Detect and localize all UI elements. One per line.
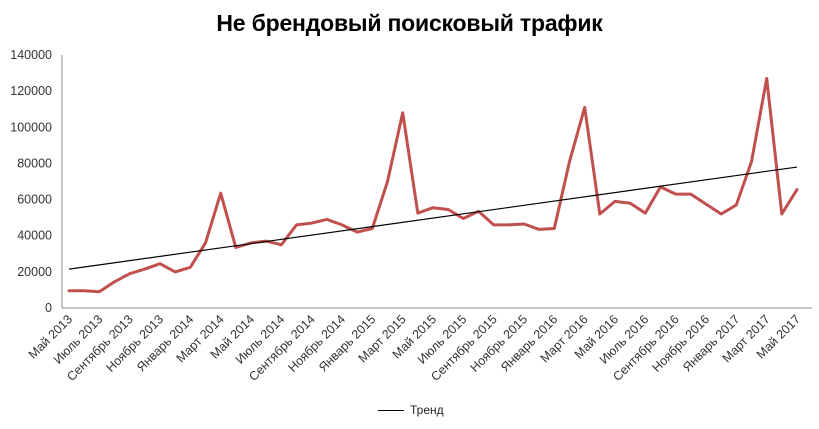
y-tick-label: 120000 [10, 84, 52, 98]
y-tick-label: 60000 [17, 193, 52, 207]
trend-line-swatch-icon [378, 409, 404, 411]
traffic-series-line [67, 77, 799, 294]
y-tick-label: 100000 [10, 120, 52, 134]
y-tick-label: 40000 [17, 229, 52, 243]
y-tick-label: 0 [45, 301, 52, 315]
y-tick-label: 140000 [10, 48, 52, 62]
trend-line [68, 166, 798, 270]
chart-title: Не брендовый поисковый трафик [216, 10, 603, 36]
y-tick-label: 20000 [17, 265, 52, 279]
plot-area [67, 77, 799, 294]
legend: Тренд [378, 403, 444, 417]
legend-trend-label: Тренд [410, 403, 444, 417]
y-axis: 0 20000 40000 60000 80000 100000 120000 140000 [10, 48, 63, 315]
y-tick-label: 80000 [17, 156, 52, 170]
